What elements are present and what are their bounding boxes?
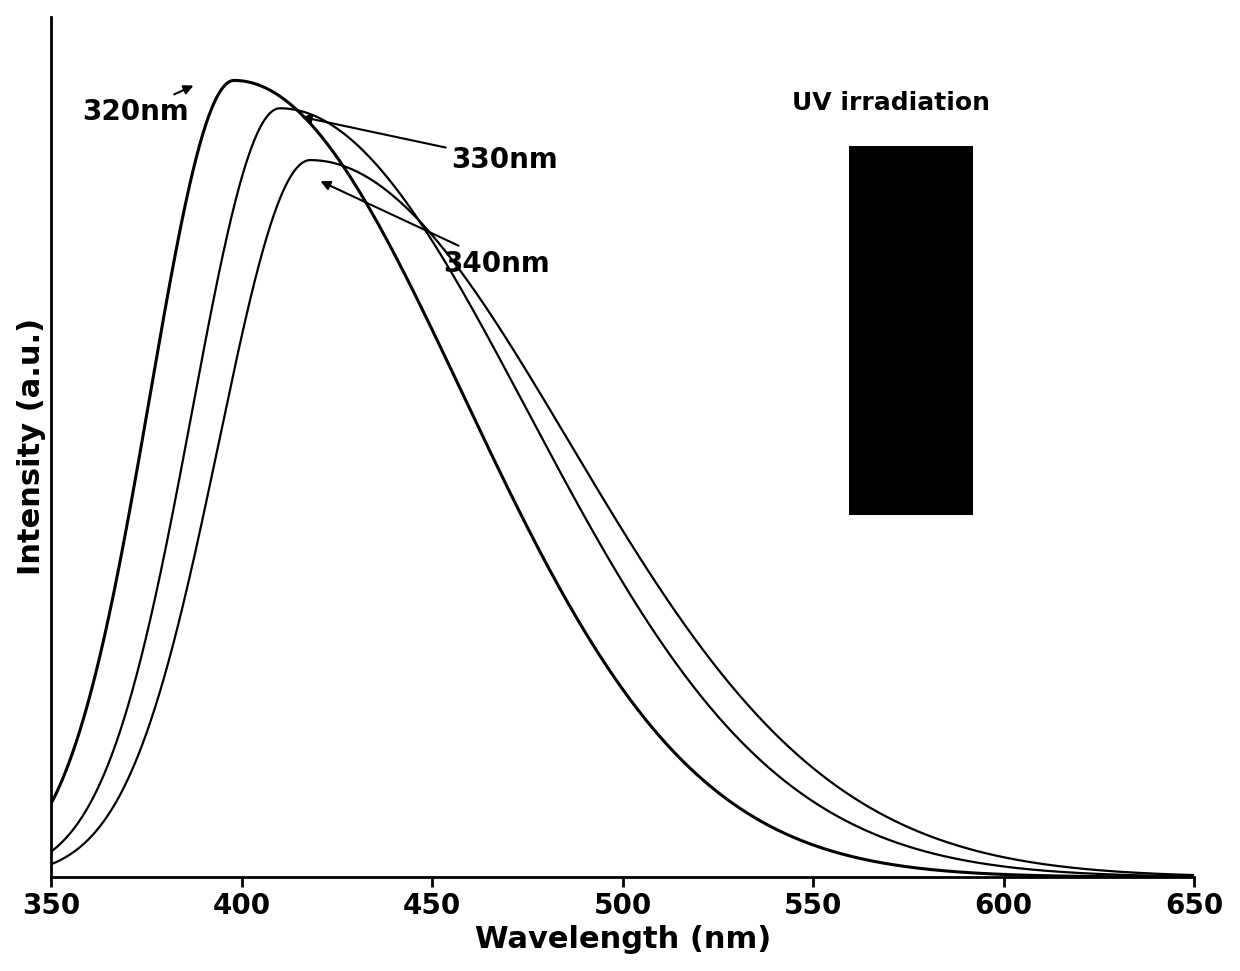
Text: UV irradiation: UV irradiation [792, 90, 991, 115]
X-axis label: Wavelength (nm): Wavelength (nm) [475, 925, 771, 954]
Text: 320nm: 320nm [82, 86, 191, 126]
Text: 330nm: 330nm [304, 116, 558, 174]
Text: 340nm: 340nm [322, 182, 551, 278]
Y-axis label: Intensity (a.u.): Intensity (a.u.) [16, 318, 46, 576]
